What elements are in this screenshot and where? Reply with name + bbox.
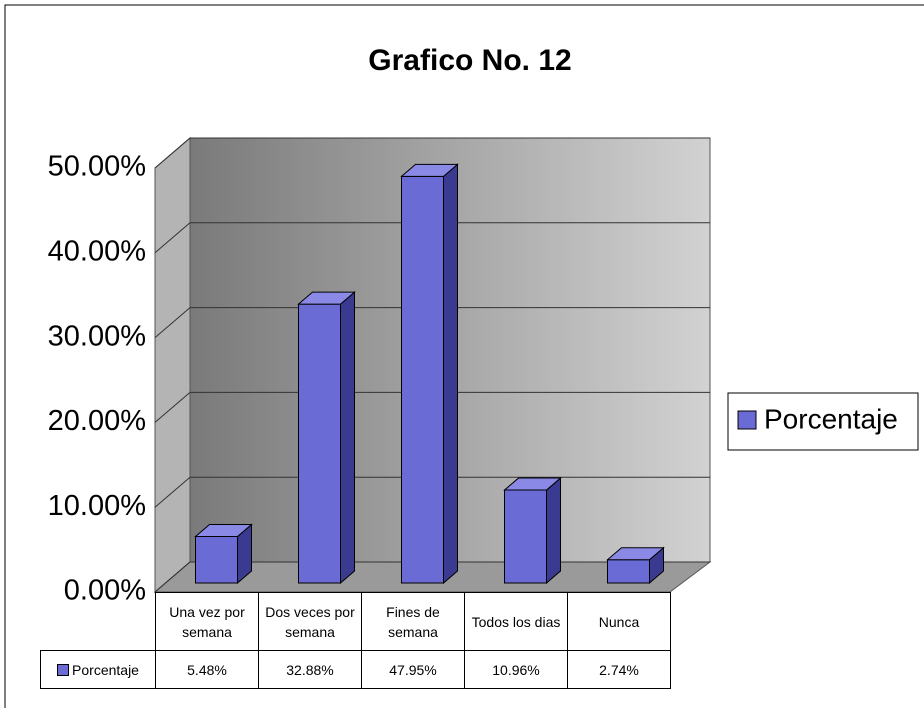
bar-face — [298, 303, 341, 584]
bar — [606, 546, 665, 585]
cell-text: 10.96% — [492, 661, 540, 678]
cell-text: 47.95% — [389, 661, 437, 678]
bar-face — [546, 476, 561, 585]
bar-face — [195, 536, 238, 584]
value-cell: 10.96% — [464, 650, 568, 689]
y-tick-label: 10.00% — [48, 490, 146, 522]
cell-text: Dos veces por semana — [265, 603, 355, 640]
bar-face — [340, 291, 355, 585]
bar-face — [503, 477, 562, 491]
bar — [400, 163, 459, 585]
cell-text: 32.88% — [286, 661, 334, 678]
bar-face — [443, 163, 458, 585]
value-cell: 32.88% — [258, 650, 362, 689]
value-cell: 5.48% — [155, 650, 259, 689]
cell-text: Porcentaje — [72, 661, 139, 678]
y-tick-label: 40.00% — [48, 235, 146, 267]
grid-line — [154, 476, 710, 508]
value-cell: 47.95% — [361, 650, 465, 689]
y-tick-label: 20.00% — [48, 405, 146, 437]
bar-face — [606, 547, 665, 561]
category-cell: Una vez por semana — [155, 592, 259, 651]
cell-text: 5.48% — [187, 661, 227, 678]
bar-face — [401, 175, 444, 584]
category-cell: Todos los dias — [464, 592, 568, 651]
bar — [503, 476, 562, 585]
grid-line — [154, 137, 710, 169]
category-cell: Fines de semana — [361, 592, 465, 651]
bar-face — [194, 524, 253, 538]
y-tick-label: 50.00% — [48, 151, 146, 183]
side-wall — [154, 136, 191, 594]
cell-text: Una vez por semana — [169, 603, 245, 640]
bar — [297, 291, 356, 585]
y-tick-label: 30.00% — [48, 320, 146, 352]
bar-face — [400, 163, 459, 177]
bar-face — [297, 291, 356, 305]
grid-line — [154, 307, 710, 338]
y-tick-label: 0.00% — [64, 575, 146, 607]
chart-title: Grafico No. 12 — [368, 44, 571, 77]
category-cell: Dos veces por semana — [258, 592, 362, 651]
grid-line — [154, 222, 710, 254]
cell-text: Todos los dias — [471, 613, 561, 630]
legend-label: Porcentaje — [764, 403, 898, 434]
legend-key — [57, 663, 70, 676]
bar-face — [504, 489, 547, 584]
grid-line — [154, 391, 710, 423]
cell-text: 2.74% — [599, 661, 639, 678]
legend — [727, 392, 919, 451]
bar-face — [607, 559, 650, 584]
cell-text: Nunca — [598, 613, 640, 630]
legend-key — [737, 410, 757, 430]
value-cell: 2.74% — [567, 650, 671, 689]
category-cell: Nunca — [567, 592, 671, 651]
cell-text: Fines de semana — [386, 603, 440, 640]
row-header: Porcentaje — [40, 650, 156, 689]
bar — [194, 523, 253, 585]
